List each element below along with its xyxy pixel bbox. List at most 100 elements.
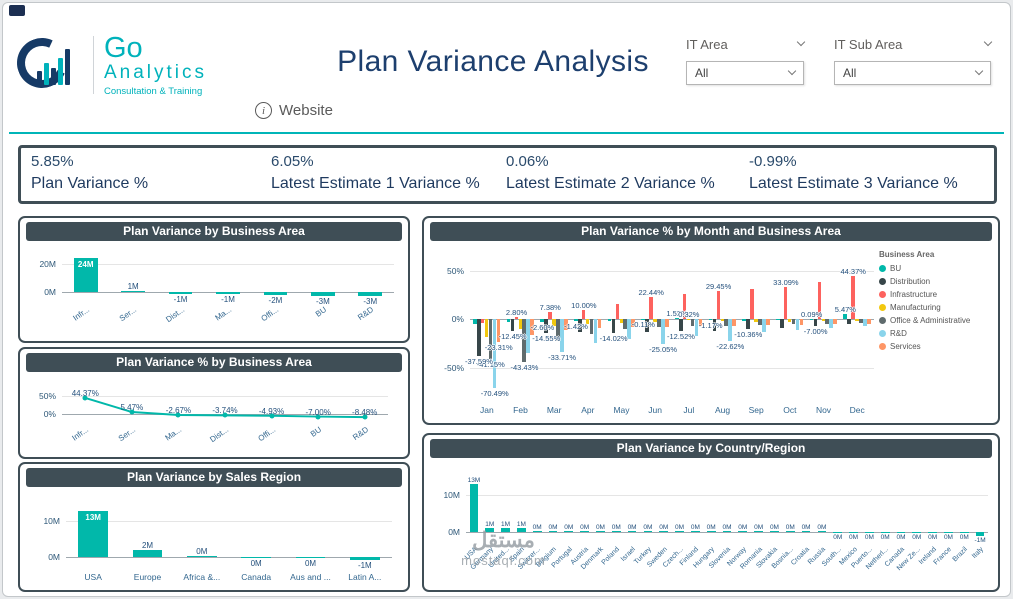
bar-Sep-Office & Administrative[interactable] [758, 319, 762, 326]
bar-Sep-Manufacturing[interactable] [754, 319, 758, 323]
chevron-down-icon[interactable] [796, 37, 806, 47]
bar-Sep-Services[interactable] [766, 319, 770, 326]
bar-Norway[interactable] [738, 531, 748, 533]
bar-New Ze...[interactable] [912, 532, 922, 533]
bar-Jan-R&D[interactable] [492, 319, 497, 388]
bar-Feb-R&D[interactable] [526, 319, 530, 354]
bar-Jan-Services[interactable] [496, 319, 501, 342]
bar-Oct-Manufacturing[interactable] [787, 319, 792, 322]
bar-Latin A...[interactable] [349, 556, 380, 561]
chevron-down-icon[interactable] [983, 37, 993, 47]
bar-Slovakia[interactable] [770, 531, 779, 533]
bar-Jul-Distribution[interactable] [678, 319, 683, 332]
legend-item-Office & Administrative[interactable]: Office & Administrative [879, 314, 993, 327]
bar-Jan-Distribution[interactable] [476, 319, 481, 356]
bar-Nov-Manufacturing[interactable] [821, 319, 826, 322]
bar-Sweden[interactable] [659, 531, 669, 533]
bar-Jul-Manufacturing[interactable] [686, 318, 691, 320]
bar-Mar-R&D[interactable] [560, 319, 564, 353]
bar-Oct-R&D[interactable] [795, 319, 800, 330]
bar-Romania[interactable] [754, 531, 763, 533]
bar-Switzer...[interactable] [532, 531, 542, 533]
bar-Nov-Distribution[interactable] [813, 319, 818, 327]
bar-Jun-Distribution[interactable] [645, 319, 649, 332]
bar-Mar-Distribution[interactable] [544, 319, 548, 334]
bar-Aug-BU[interactable] [708, 319, 713, 321]
bar-Africa &...[interactable] [186, 555, 217, 557]
bar-Canada[interactable] [896, 532, 906, 533]
bar-Turkey[interactable] [643, 531, 653, 533]
bar-Apr-Distribution[interactable] [577, 319, 582, 332]
bar-Dist...[interactable] [168, 292, 193, 294]
bar-Mar-Infrastructure[interactable] [548, 312, 552, 320]
bar-Dec-R&D[interactable] [863, 319, 867, 327]
bar-May-R&D[interactable] [627, 319, 631, 339]
bar-South...[interactable] [833, 532, 843, 533]
bar-Infr...[interactable] [73, 258, 98, 293]
bar-Jan-Office & Administrative[interactable] [488, 319, 493, 360]
bar-Dec-BU[interactable] [843, 313, 847, 320]
bar-Apr-BU[interactable] [574, 319, 578, 321]
bar-Bosnia...[interactable] [785, 531, 795, 533]
bar-Germany[interactable] [485, 528, 495, 533]
bar-Feb-Manufacturing[interactable] [518, 319, 523, 329]
website-link[interactable]: i Website [255, 102, 333, 119]
bar-Aug-Infrastructure[interactable] [716, 290, 721, 320]
bar-Czech...[interactable] [675, 531, 684, 533]
bar-Apr-R&D[interactable] [593, 319, 598, 343]
bar-Aug-Distribution[interactable] [712, 319, 717, 331]
bar-Finland[interactable] [691, 531, 700, 533]
bar-Aus and ...[interactable] [295, 556, 326, 558]
bar-Oct-Infrastructure[interactable] [783, 287, 788, 320]
bar-Sep-R&D[interactable] [762, 319, 766, 332]
bar-May-Office & Administrative[interactable] [623, 319, 628, 329]
bar-Mexico[interactable] [849, 532, 858, 533]
bar-Ireland[interactable] [928, 532, 937, 533]
bar-Nov-BU[interactable] [809, 319, 814, 321]
bar-Dec-Manufacturing[interactable] [855, 319, 859, 321]
bar-Russia[interactable] [817, 531, 827, 533]
bar-Aug-Services[interactable] [732, 319, 736, 327]
bar-May-Infrastructure[interactable] [615, 303, 620, 320]
bar-Mar-Manufacturing[interactable] [552, 319, 556, 327]
bar-Nov-Services[interactable] [833, 319, 837, 325]
bar-Dec-Distribution[interactable] [847, 319, 851, 325]
data-point[interactable] [82, 395, 88, 401]
bar-Denmark[interactable] [596, 531, 605, 533]
bar-Israel[interactable] [627, 531, 637, 533]
legend-item-Distribution[interactable]: Distribution [879, 275, 993, 288]
bar-Dec-Office & Administrative[interactable] [859, 319, 863, 324]
bar-Sep-BU[interactable] [742, 319, 746, 322]
bar-Netherl...[interactable] [880, 532, 890, 533]
bar-BU[interactable] [311, 292, 335, 297]
bar-Jun-Infrastructure[interactable] [649, 297, 653, 320]
data-point[interactable] [175, 412, 181, 418]
bar-Apr-Office & Administrative[interactable] [589, 319, 594, 334]
bar-Portugal[interactable] [564, 531, 574, 533]
bar-Jun-Services[interactable] [665, 319, 669, 328]
bar-Jun-Office & Administrative[interactable] [657, 319, 661, 328]
bar-Poland[interactable] [611, 531, 621, 533]
bar-Belgium[interactable] [548, 531, 558, 533]
it-area-dropdown[interactable]: All [686, 61, 804, 85]
bar-Ma...[interactable] [216, 292, 240, 294]
bar-R&D[interactable] [358, 292, 383, 297]
legend-item-R&D[interactable]: R&D [879, 327, 993, 340]
bar-Europe[interactable] [132, 549, 163, 557]
bar-Jul-Infrastructure[interactable] [682, 293, 687, 320]
data-point[interactable] [362, 414, 368, 420]
legend-item-Manufacturing[interactable]: Manufacturing [879, 301, 993, 314]
bar-Canada[interactable] [241, 556, 272, 558]
bar-Jul-Services[interactable] [698, 319, 703, 326]
bar-May-Distribution[interactable] [611, 319, 616, 333]
bar-Hungary[interactable] [706, 531, 716, 533]
bar-Apr-Infrastructure[interactable] [581, 309, 586, 320]
bar-Mar-Services[interactable] [564, 319, 568, 330]
bar-Oct-Services[interactable] [799, 319, 804, 325]
bar-Sep-Infrastructure[interactable] [750, 289, 754, 320]
bar-Jul-R&D[interactable] [694, 319, 699, 336]
bar-Jan-Infrastructure[interactable] [480, 319, 485, 324]
bar-Offi...[interactable] [263, 292, 288, 295]
it-sub-area-dropdown[interactable]: All [834, 61, 991, 85]
bar-Italy[interactable] [975, 532, 985, 536]
